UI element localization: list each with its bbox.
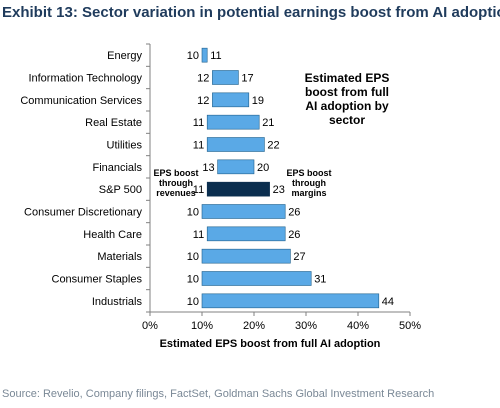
bar-start-label: 10	[187, 207, 199, 219]
bar	[201, 47, 208, 63]
bar-start-label: 11	[193, 117, 204, 129]
bar-end-label: 11	[210, 50, 221, 62]
category-label: Materials	[97, 251, 142, 263]
bar-start-label: 12	[197, 73, 209, 85]
category-label: Consumer Discretionary	[24, 207, 142, 219]
bar-end-label: 19	[252, 95, 264, 107]
category-label: Consumer Staples	[52, 274, 143, 286]
category-label: Health Care	[83, 229, 142, 241]
category-label: Information Technology	[28, 73, 142, 85]
bar-end-label: 17	[241, 73, 253, 85]
source-note: Source: Revelio, Company filings, FactSe…	[2, 388, 435, 400]
bar	[212, 70, 239, 85]
bar	[206, 226, 286, 242]
annotation-margins-line: margins	[291, 188, 326, 198]
bar	[201, 271, 312, 286]
bar-end-label: 20	[257, 162, 269, 174]
bar	[201, 248, 291, 264]
category-label: Communication Services	[20, 95, 142, 107]
x-tick-label: 20%	[243, 320, 265, 332]
category-label: Energy	[107, 50, 142, 62]
bar-start-label: 13	[202, 162, 214, 174]
sector-eps-chart: Energy Information Technology Communicatio…	[20, 43, 421, 350]
x-axis-label: Estimated EPS boost from full AI adoptio…	[160, 338, 381, 350]
annotation-margins-line: EPS boost	[286, 168, 331, 178]
bar	[206, 114, 260, 130]
annotation-box-line: Estimated EPS	[305, 71, 390, 85]
category-label: Utilities	[107, 140, 143, 152]
annotation-revenues-line: revenues	[156, 188, 196, 198]
annotation-revenues-line: through	[159, 178, 193, 188]
bar-start-label: 10	[187, 50, 199, 62]
category-label: Financials	[92, 162, 142, 174]
annotation-box-line: boost from full	[305, 85, 389, 99]
x-tick-label: 0%	[142, 320, 158, 332]
bar-start-label: 11	[193, 229, 204, 241]
annotation-revenues-line: EPS boost	[153, 168, 198, 178]
exhibit-title: Exhibit 13: Sector variation in potentia…	[2, 4, 500, 21]
bar-start-label: 10	[187, 274, 199, 286]
annotation-box-line: sector	[329, 113, 365, 127]
annotation-box-line: AI adoption by	[305, 99, 389, 113]
bar-end-label: 23	[273, 184, 285, 196]
x-tick-label: 10%	[191, 320, 213, 332]
bar	[212, 92, 250, 108]
bar-end-label: 44	[382, 296, 394, 308]
bar	[201, 293, 380, 309]
x-tick-label: 30%	[295, 320, 317, 332]
annotation-margins-line: through	[292, 178, 326, 188]
category-label: Real Estate	[85, 117, 142, 129]
bar-end-label: 22	[267, 140, 279, 152]
bar-end-label: 27	[293, 251, 305, 263]
bar-end-label: 26	[288, 207, 300, 219]
bar-start-label: 11	[193, 140, 204, 152]
bar	[201, 204, 286, 219]
bar-end-label: 21	[262, 117, 274, 129]
bar-end-label: 31	[314, 274, 326, 286]
category-label: S&P 500	[99, 184, 142, 196]
bar-start-label: 11	[193, 184, 204, 196]
bar-start-label: 12	[197, 95, 209, 107]
bar-sp500	[206, 181, 270, 197]
bar-start-label: 10	[187, 296, 199, 308]
x-tick-label: 40%	[347, 320, 369, 332]
bar	[206, 137, 265, 152]
x-tick-label: 50%	[399, 320, 421, 332]
bar	[217, 159, 255, 175]
bar-end-label: 26	[288, 229, 300, 241]
bar-start-label: 10	[187, 251, 199, 263]
category-label: Industrials	[92, 296, 143, 308]
